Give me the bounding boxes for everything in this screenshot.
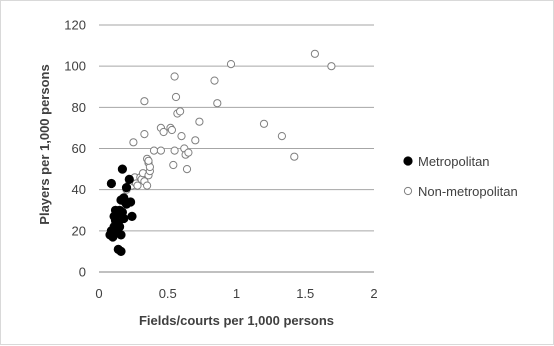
point-non-metropolitan: [133, 181, 142, 190]
point-non-metropolitan: [149, 146, 159, 155]
legend-label-metropolitan: Metropolitan: [418, 154, 490, 169]
y-tick-label: 120: [64, 18, 86, 33]
point-non-metropolitan: [171, 92, 181, 102]
point-non-metropolitan: [169, 160, 178, 170]
point-non-metropolitan: [176, 107, 185, 116]
point-non-metropolitan: [226, 60, 236, 69]
point-non-metropolitan: [159, 127, 168, 137]
point-metropolitan: [110, 205, 121, 215]
point-non-metropolitan: [184, 148, 193, 157]
point-non-metropolitan: [277, 132, 286, 141]
y-tick-label: 100: [64, 59, 86, 74]
point-metropolitan: [121, 199, 132, 209]
point-non-metropolitan: [213, 99, 222, 108]
legend-marker-metropolitan: [403, 156, 413, 166]
y-tick-label: 20: [72, 223, 86, 238]
point-metropolitan: [117, 164, 127, 174]
point-non-metropolitan: [144, 156, 153, 165]
x-tick-label: 2: [370, 286, 377, 301]
point-non-metropolitan: [182, 165, 192, 174]
point-non-metropolitan: [170, 146, 179, 155]
point-metropolitan: [112, 224, 122, 234]
point-non-metropolitan: [310, 49, 319, 58]
point-metropolitan: [127, 211, 137, 221]
point-metropolitan: [124, 174, 134, 184]
x-tick-label: 0.5: [159, 286, 177, 301]
y-tick-label: 0: [79, 265, 86, 280]
y-tick-labels: 0 20 40 60 80 100 120: [64, 18, 86, 280]
x-axis-title: Fields/courts per 1,000 persons: [139, 313, 334, 328]
point-non-metropolitan: [177, 132, 186, 141]
point-metropolitan: [116, 246, 126, 256]
point-non-metropolitan: [290, 152, 299, 161]
x-tick-labels: 0 0.5 1 1.5 2: [95, 286, 377, 301]
point-non-metropolitan: [143, 181, 152, 190]
point-non-metropolitan: [140, 130, 149, 139]
point-non-metropolitan: [170, 72, 179, 81]
point-non-metropolitan: [140, 97, 149, 106]
point-non-metropolitan: [156, 146, 165, 155]
x-tick-label: 0: [95, 286, 102, 301]
point-non-metropolitan: [167, 125, 176, 135]
point-metropolitan: [121, 183, 132, 193]
legend: Metropolitan Non-metropolitan: [403, 154, 518, 199]
point-metropolitan: [106, 178, 116, 189]
legend-marker-non-metropolitan: [403, 186, 413, 196]
point-non-metropolitan: [191, 136, 200, 145]
point-metropolitan: [119, 213, 129, 224]
legend-label-non-metropolitan: Non-metropolitan: [418, 184, 518, 199]
y-axis-title: Players per 1,000 persons: [37, 64, 52, 224]
x-tick-label: 1: [233, 286, 240, 301]
y-tick-label: 60: [72, 141, 86, 156]
y-tick-label: 40: [72, 182, 86, 197]
point-non-metropolitan: [210, 76, 219, 85]
point-non-metropolitan: [327, 62, 336, 71]
point-non-metropolitan: [259, 119, 269, 128]
gridlines: [99, 24, 374, 232]
point-non-metropolitan: [195, 117, 204, 126]
point-non-metropolitan: [129, 138, 138, 147]
y-tick-label: 80: [72, 100, 86, 115]
data-points: [105, 49, 336, 256]
x-tick-label: 1.5: [296, 286, 314, 301]
